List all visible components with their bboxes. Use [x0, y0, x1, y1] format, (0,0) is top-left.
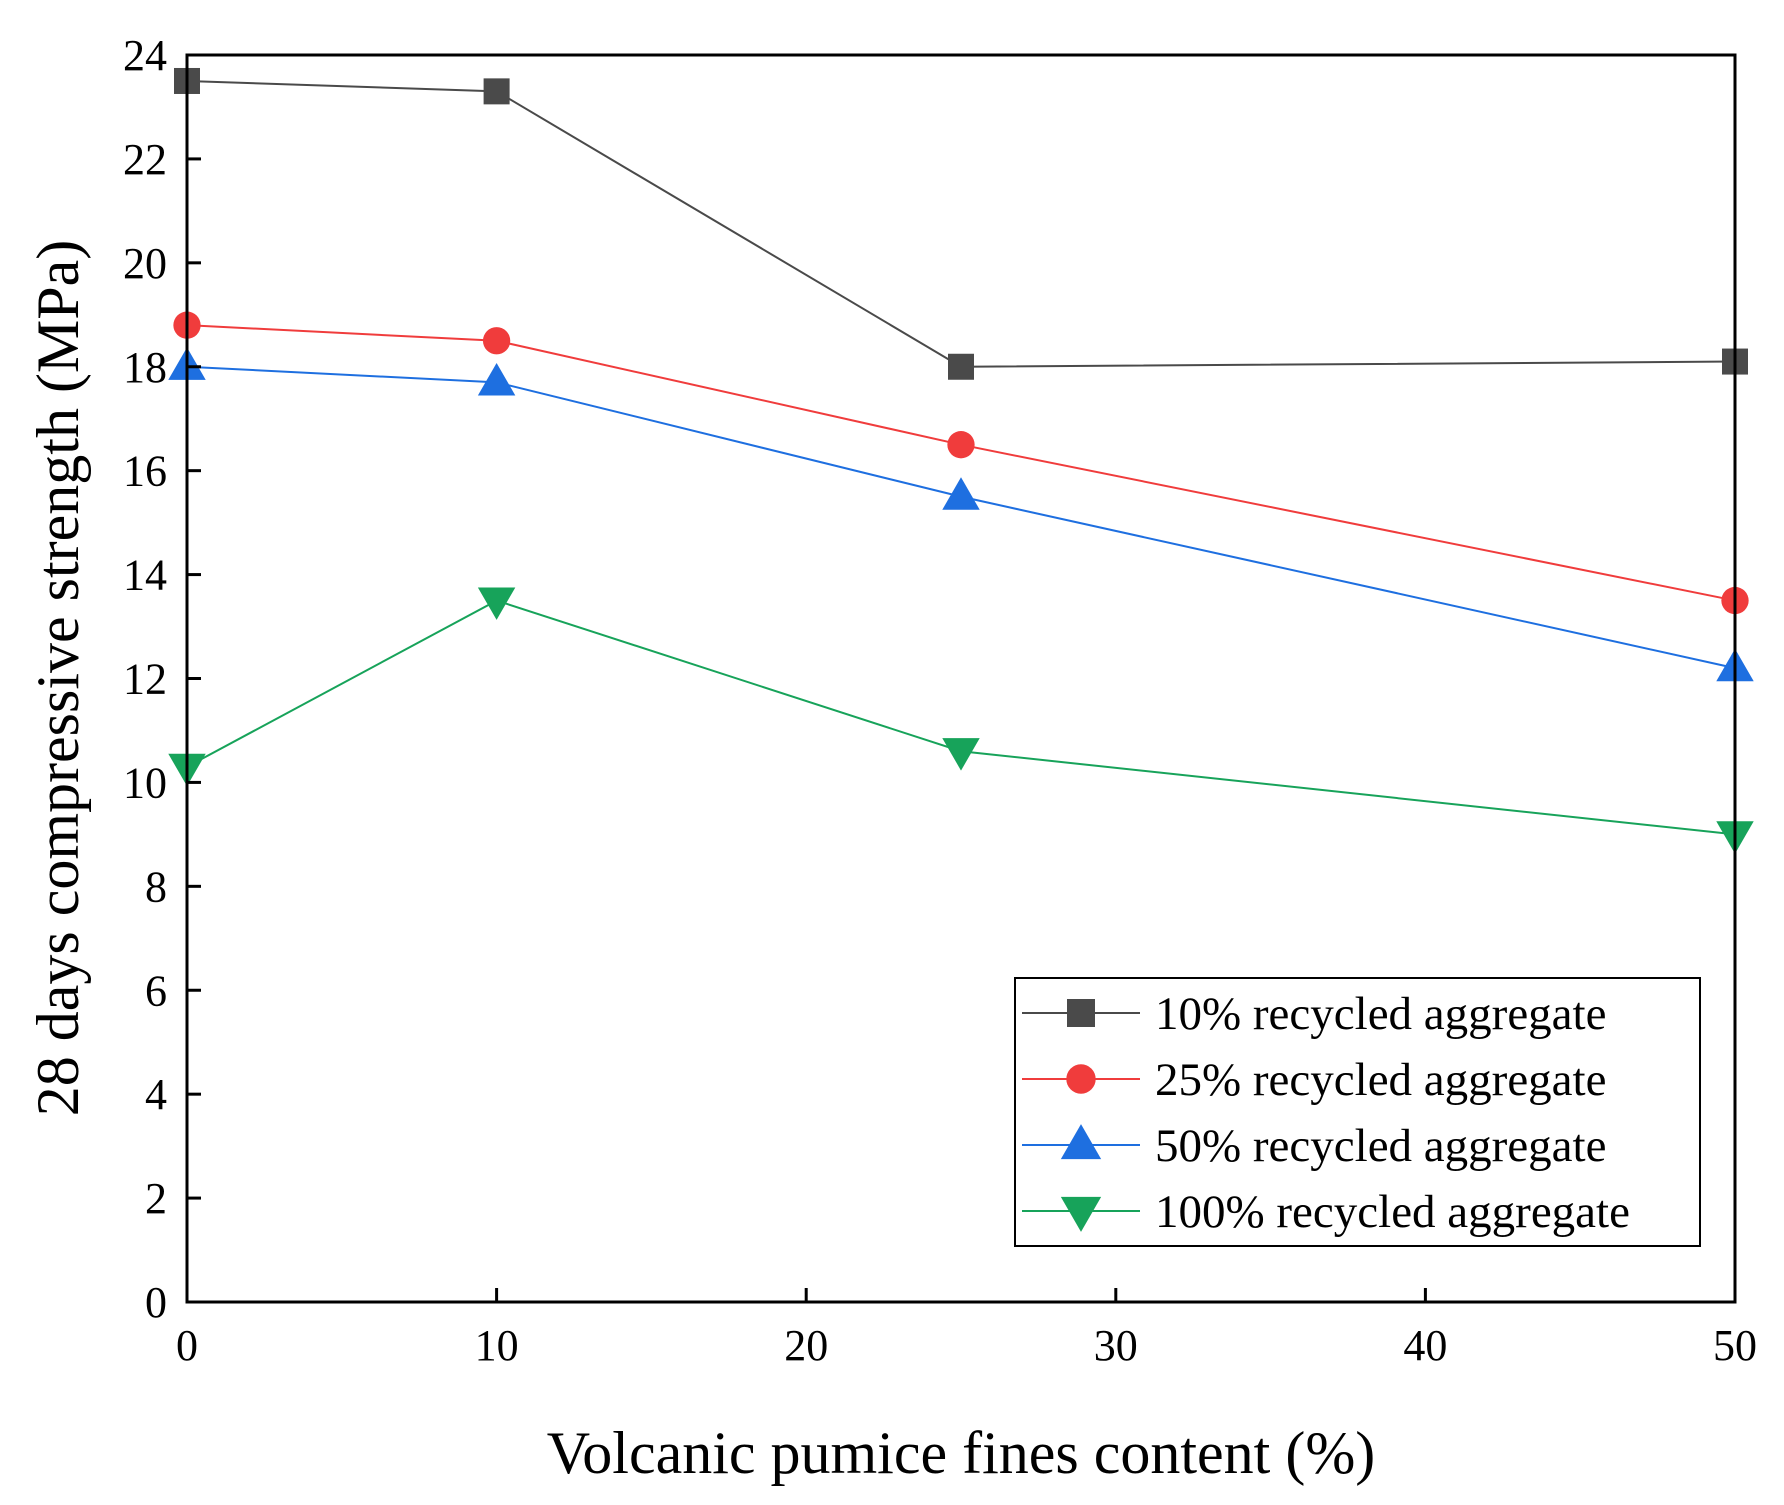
y-axis-title: 28 days compressive strength (MPa) [25, 240, 91, 1117]
legend-label: 25% recycled aggregate [1155, 1054, 1606, 1106]
data-point [483, 78, 510, 105]
y-tick-label: 22 [123, 135, 167, 184]
data-point [947, 431, 975, 459]
y-tick-label: 14 [123, 551, 167, 600]
legend-label: 100% recycled aggregate [1155, 1186, 1630, 1238]
x-tick-label: 0 [176, 1321, 198, 1370]
legend-marker [1060, 1196, 1102, 1232]
legend-item: 10% recycled aggregate [1022, 988, 1606, 1040]
legend-item: 50% recycled aggregate [1022, 1120, 1606, 1172]
series-line [186, 365, 1736, 670]
legend-item: 100% recycled aggregate [1022, 1186, 1630, 1238]
y-tick-label: 2 [145, 1174, 167, 1223]
series-line [186, 599, 1736, 836]
x-tick-label: 10 [475, 1321, 519, 1370]
series-2 [173, 311, 1749, 615]
x-axis-title: Volcanic pumice fines content (%) [547, 1420, 1376, 1486]
x-tick-label: 30 [1094, 1321, 1138, 1370]
y-tick-label: 12 [123, 655, 167, 704]
legend-marker [1066, 1064, 1096, 1094]
legend: 10% recycled aggregate 25% recycled aggre… [1014, 977, 1701, 1247]
x-tick-label: 50 [1713, 1321, 1757, 1370]
data-point [942, 477, 980, 510]
y-tick-label: 24 [123, 31, 167, 80]
series-line [186, 324, 1736, 602]
legend-item: 25% recycled aggregate [1022, 1054, 1606, 1106]
y-tick-label: 0 [145, 1278, 167, 1327]
data-point [942, 738, 980, 771]
data-point [482, 327, 511, 355]
legend-box [1014, 977, 1701, 1247]
data-point [948, 353, 974, 380]
x-tick-label: 20 [784, 1321, 828, 1370]
legend-label: 50% recycled aggregate [1155, 1120, 1606, 1172]
y-tick-label: 18 [123, 343, 167, 392]
y-tick-label: 8 [145, 862, 167, 911]
data-point [477, 587, 516, 620]
y-tick-label: 6 [145, 966, 167, 1015]
y-tick-label: 20 [123, 239, 167, 288]
y-tick-label: 4 [145, 1070, 167, 1119]
x-tick-label: 40 [1403, 1321, 1447, 1370]
legend-label: 10% recycled aggregate [1155, 988, 1606, 1040]
series-line [186, 79, 1736, 368]
y-tick-label: 16 [123, 447, 167, 496]
y-tick-label: 10 [123, 758, 167, 807]
data-point [477, 362, 516, 396]
legend-marker [1067, 999, 1095, 1027]
legend-marker [1060, 1124, 1102, 1160]
